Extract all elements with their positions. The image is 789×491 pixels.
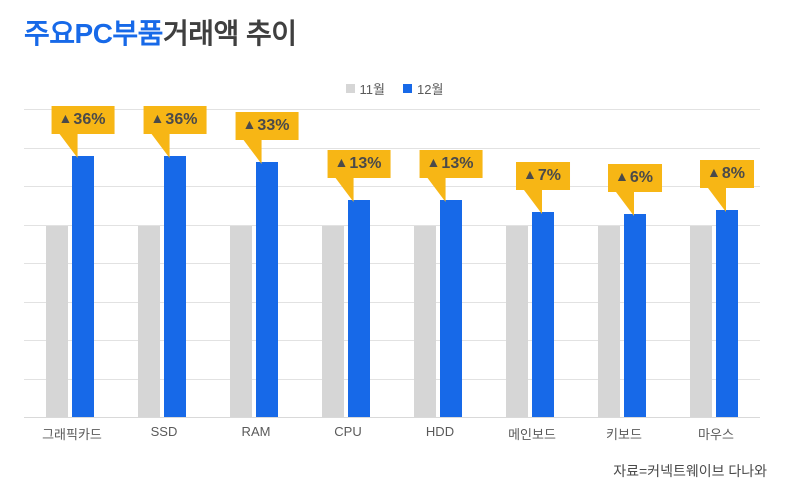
data-label-callout: ▲13% <box>419 150 483 203</box>
category-label: 메인보드 <box>508 427 556 442</box>
bar-group: ▲33% <box>230 110 299 418</box>
chart-legend: 11월 12월 <box>0 79 789 98</box>
bar-previous-month[interactable] <box>414 225 436 418</box>
bar-group: ▲36% <box>46 105 115 418</box>
data-label-value: 13% <box>349 155 382 173</box>
category-label: HDD <box>425 424 455 439</box>
legend-swatch-previous-month <box>345 84 355 93</box>
bar-current-month[interactable] <box>532 212 554 418</box>
bar-current-month[interactable] <box>624 213 646 418</box>
page-title: 주요PC부품거래액 추이 <box>24 12 297 52</box>
data-label-callout: ▲33% <box>235 111 299 164</box>
callout-tail <box>708 188 727 213</box>
category-label: 마우스 <box>698 427 734 442</box>
callout-tail <box>59 134 78 159</box>
gridline <box>24 301 760 303</box>
data-label-callout: ▲6% <box>608 163 662 216</box>
source-attribution: 자료=커넥트웨이브 다나와 <box>613 463 767 479</box>
legend-label-current-month: 12월 <box>417 82 444 97</box>
triangle-up-icon: ▲ <box>707 163 721 180</box>
bar-current-month[interactable] <box>256 161 278 418</box>
data-label-value: 36% <box>73 110 106 128</box>
bar-previous-month[interactable] <box>138 225 160 418</box>
category-label: RAM <box>241 424 271 439</box>
data-label-value: 6% <box>629 168 653 186</box>
callout-tail <box>524 190 543 215</box>
gridline <box>24 340 760 341</box>
data-label-callout: ▲8% <box>700 159 754 213</box>
bar-group: ▲36% <box>138 105 207 418</box>
bar-previous-month[interactable] <box>322 225 344 418</box>
callout-tail <box>427 178 446 203</box>
triangle-up-icon: ▲ <box>150 109 165 126</box>
callout-tail <box>616 191 635 216</box>
triangle-up-icon: ▲ <box>523 165 537 182</box>
data-label-value: 8% <box>721 164 745 182</box>
bar-previous-month[interactable] <box>230 225 252 418</box>
bar-group: ▲7% <box>506 110 570 418</box>
data-label-callout: ▲36% <box>51 105 115 159</box>
triangle-up-icon: ▲ <box>242 115 257 132</box>
bar-group: ▲8% <box>690 110 754 418</box>
page-title-highlight: 주요PC부품 <box>24 18 163 49</box>
category-label: 키보드 <box>606 427 642 442</box>
data-label-value: 33% <box>257 116 290 134</box>
bar-previous-month[interactable] <box>506 225 528 418</box>
category-label: CPU <box>334 424 362 439</box>
triangle-up-icon: ▲ <box>58 109 73 126</box>
bar-current-month[interactable] <box>348 200 370 418</box>
legend-swatch-current-month <box>403 84 413 93</box>
bar-previous-month[interactable] <box>598 225 620 418</box>
bar-group: ▲6% <box>598 110 662 418</box>
gridline <box>24 224 760 226</box>
data-label-value: 13% <box>441 155 474 173</box>
triangle-up-icon: ▲ <box>334 154 349 171</box>
bar-current-month[interactable] <box>716 210 738 418</box>
category-axis: 그래픽카드 SSD RAM CPU HDD 메인보드 키보드 마우스 <box>24 424 760 448</box>
category-label: SSD <box>150 424 178 439</box>
triangle-up-icon: ▲ <box>426 154 441 171</box>
data-label-callout: ▲36% <box>143 105 207 159</box>
axis-baseline <box>24 417 760 418</box>
callout-tail <box>243 139 262 164</box>
bar-group: ▲13% <box>414 110 483 418</box>
callout-tail <box>151 134 170 159</box>
gridline <box>24 186 760 187</box>
gridline <box>24 147 760 149</box>
bar-group: ▲13% <box>322 110 391 418</box>
bar-current-month[interactable] <box>440 200 462 418</box>
gridline <box>24 263 760 264</box>
bar-current-month[interactable] <box>72 156 94 418</box>
gridline <box>24 378 760 380</box>
data-label-callout: ▲13% <box>327 150 391 203</box>
legend-label-previous-month: 11월 <box>359 82 386 97</box>
bar-current-month[interactable] <box>164 156 186 418</box>
gridline <box>24 109 760 110</box>
chart-plot-area: ▲36% ▲36% ▲33% ▲13% ▲13% ▲7% ▲6% ▲8% <box>24 105 760 418</box>
data-label-callout: ▲7% <box>516 161 570 215</box>
legend-item-previous-month[interactable]: 11월 <box>345 79 386 98</box>
bar-previous-month[interactable] <box>46 225 68 418</box>
data-label-value: 7% <box>537 166 561 184</box>
callout-tail <box>335 178 354 203</box>
triangle-up-icon: ▲ <box>615 167 629 184</box>
bar-previous-month[interactable] <box>690 225 712 418</box>
category-label: 그래픽카드 <box>42 427 102 442</box>
data-label-value: 36% <box>165 110 198 128</box>
legend-item-current-month[interactable]: 12월 <box>403 79 443 98</box>
page-title-rest: 거래액 추이 <box>162 18 297 49</box>
